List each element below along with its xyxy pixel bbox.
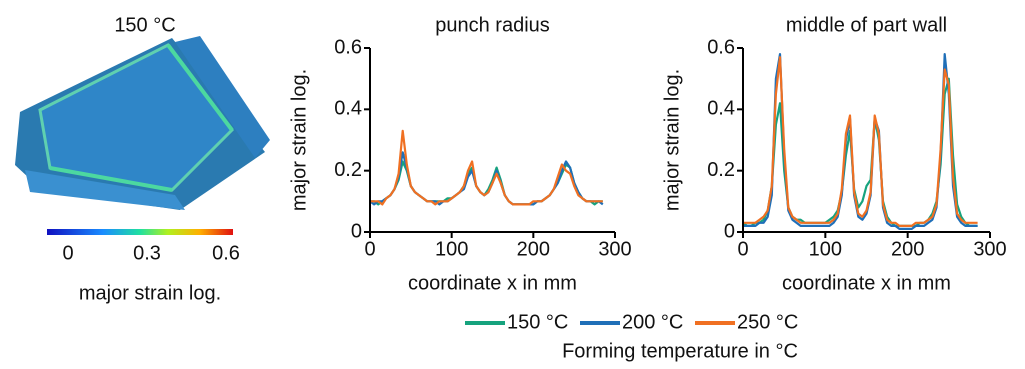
legend-label: 200 °C	[622, 311, 683, 333]
y-tick-label: 0	[724, 220, 735, 242]
x-tick-label: 100	[809, 238, 842, 260]
y-tick-label: 0.2	[707, 159, 735, 181]
colorbar-label: major strain log.	[79, 282, 221, 304]
y-tick-label: 0.4	[707, 98, 735, 120]
colorbar-tick-label: 0.6	[212, 242, 240, 264]
legend-label: 250 °C	[737, 311, 798, 333]
y-tick-label: 0.2	[334, 159, 362, 181]
series-line	[370, 152, 603, 204]
chart-title: punch radius	[435, 14, 550, 36]
colorbar	[47, 229, 233, 235]
x-tick-label: 200	[517, 238, 550, 260]
x-tick-label: 0	[364, 238, 375, 260]
legend-title: Forming temperature in °C	[562, 340, 798, 362]
x-tick-label: 200	[891, 238, 924, 260]
colorbar-tick-label: 0	[62, 242, 73, 264]
chart-title: middle of part wall	[786, 14, 947, 36]
x-tick-label: 100	[435, 238, 468, 260]
x-tick-label: 300	[973, 238, 1006, 260]
series-line	[370, 162, 603, 205]
legend-label: 150 °C	[507, 311, 568, 333]
y-tick-label: 0.6	[707, 36, 735, 58]
colorbar-tick-label: 0.3	[133, 242, 161, 264]
y-tick-label: 0.4	[334, 98, 362, 120]
x-axis-label: coordinate x in mm	[408, 272, 577, 294]
y-tick-label: 0.6	[334, 36, 362, 58]
y-axis-label: major strain log.	[288, 69, 310, 211]
x-tick-label: 0	[737, 238, 748, 260]
part-image	[15, 36, 270, 210]
y-axis-label: major strain log.	[661, 69, 683, 211]
figure: 150 °C major strain log. Forming tempera…	[0, 0, 1025, 369]
image-title: 150 °C	[114, 14, 175, 36]
x-tick-label: 300	[598, 238, 631, 260]
y-tick-label: 0	[351, 220, 362, 242]
x-axis-label: coordinate x in mm	[782, 272, 951, 294]
